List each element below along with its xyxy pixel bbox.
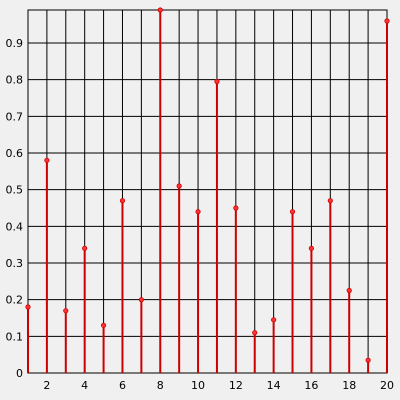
stem-marker — [157, 7, 163, 13]
x-tick-label: 18 — [342, 379, 356, 392]
stem-marker — [138, 297, 144, 303]
stem-marker — [365, 357, 371, 363]
y-tick-label: 0.5 — [6, 184, 24, 197]
x-tick-label: 16 — [304, 379, 318, 392]
stem-marker — [214, 78, 220, 85]
stem-marker — [271, 317, 277, 323]
stem-marker — [252, 330, 258, 336]
stem-marker — [346, 287, 352, 294]
stem-marker — [63, 308, 69, 314]
stem-marker — [119, 198, 126, 204]
stem-marker — [384, 18, 390, 24]
y-tick-label: 0.8 — [6, 74, 24, 87]
stem-marker — [100, 322, 107, 328]
stem-marker — [195, 209, 201, 215]
y-tick-label: 0.1 — [6, 330, 24, 343]
y-tick-label: 0.9 — [6, 37, 24, 50]
x-tick-label: 10 — [191, 379, 205, 392]
stem-marker — [308, 245, 315, 251]
x-tick-label: 8 — [157, 379, 164, 392]
y-tick-label: 0.4 — [6, 220, 24, 233]
x-tick-label: 2 — [43, 379, 50, 392]
y-tick-label: 0 — [16, 367, 23, 380]
y-tick-label: 0.6 — [6, 147, 24, 160]
stem-marker — [82, 245, 88, 251]
stem-marker — [25, 304, 31, 310]
stem-marker — [44, 157, 50, 163]
x-tick-label: 20 — [380, 379, 394, 392]
stem-marker — [176, 183, 182, 189]
y-tick-label: 0.7 — [6, 110, 24, 123]
x-tick-label: 6 — [119, 379, 126, 392]
stem-marker — [327, 198, 333, 204]
x-tick-label: 14 — [267, 379, 281, 392]
y-tick-label: 0.3 — [6, 257, 24, 270]
x-tick-label: 4 — [81, 379, 88, 392]
stem-marker — [289, 209, 296, 215]
x-tick-label: 12 — [229, 379, 243, 392]
y-tick-label: 0.2 — [6, 294, 24, 307]
stem-marker — [233, 205, 239, 211]
